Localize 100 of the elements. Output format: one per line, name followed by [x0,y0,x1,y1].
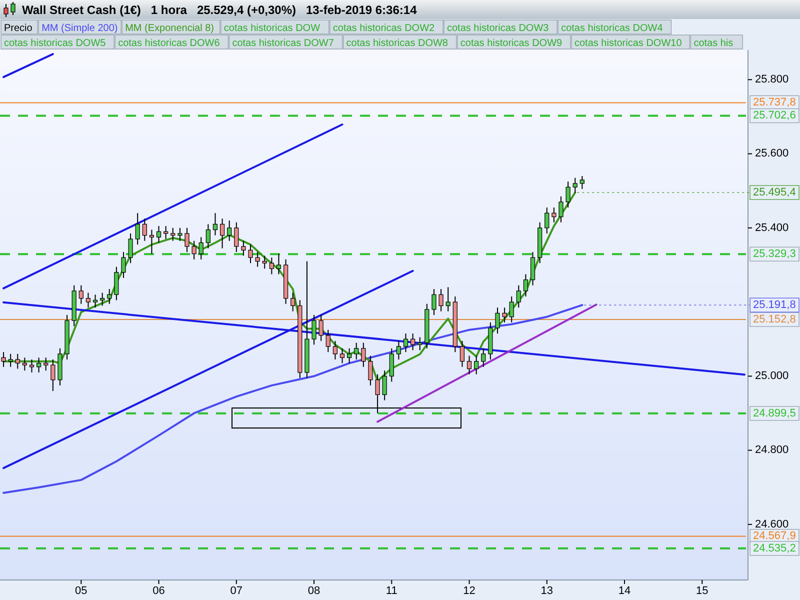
candlestick [523,274,528,297]
candlestick [156,226,162,244]
candlestick [135,212,140,246]
y-tick-label: 25.600 [755,148,789,160]
x-tick-label: 07 [230,585,243,597]
data-label: 25.495,4 [753,186,796,198]
candlestick [580,176,584,190]
y-tick-label: 25.000 [755,370,789,382]
candlestick [50,358,56,392]
y-tick-label: 24.600 [755,518,789,530]
candlestick [572,177,578,194]
candlestick [382,370,387,401]
candlestick [149,229,154,254]
x-tick-label: 14 [618,585,631,597]
candlestick [347,348,352,364]
candlestick [15,353,20,370]
candlestick [92,294,98,308]
candlestick [107,288,112,304]
candlestick [290,292,296,312]
candlestick [276,253,282,275]
candlestick [178,227,182,242]
candlestick [227,220,232,242]
candlestick [481,348,486,368]
candlestick [234,222,239,252]
candlestick [502,307,507,323]
candlestick [36,357,42,373]
candlestick [142,218,147,242]
candlestick [248,244,253,264]
candlestick [318,314,324,342]
candlestick [403,333,408,353]
candlestick [78,284,84,304]
candlestick [255,251,260,268]
candlestick [558,196,564,223]
text: cotas his [694,38,734,49]
text: cotas historicas DOW10 [574,38,682,49]
x-tick-label: 11 [386,585,398,597]
candlestick [44,357,48,372]
ref-line-label: 24.567,9 [753,530,796,542]
candlestick [170,227,176,242]
text: cotas historicas DOW2 [332,23,436,34]
candlestick [241,240,246,256]
candlestick [375,374,380,414]
chart-title: Wall Street Cash (1€) 1 hora 25.529,4 (+0,30%) 13-feb-2019 6:36:14 [22,3,418,17]
candlestick [86,292,91,308]
x-tick-label: 06 [152,585,165,597]
x-tick-label: 05 [75,585,88,597]
candlestick [530,251,536,286]
candlestick [495,307,500,334]
ref-line-label: 25.329,3 [753,248,796,260]
candlestick [312,314,316,346]
ref-line-label: 25.152,8 [753,313,796,326]
candlestick [269,257,274,275]
ref-line-label: 25.737,8 [753,96,796,109]
text: cotas historicas DOW6 [118,38,220,49]
y-tick-label: 25.400 [755,222,789,234]
candlestick [438,288,444,312]
candlestick [8,353,13,368]
candlestick [1,352,6,368]
candlestick [220,218,225,249]
candlestick [396,340,401,360]
candlestick [566,181,570,208]
candlestick [340,348,345,364]
x-tick-label: 13 [540,585,554,597]
text: cotas historicas DOW [224,23,321,34]
candlestick [164,226,168,240]
text: cotas historicas DOW5 [4,38,106,49]
candlestick [354,342,359,360]
candlestick [212,212,218,236]
candlestick [332,340,338,360]
candlestick [184,227,190,252]
candlestick [552,207,556,223]
candlestick [516,284,521,308]
candlestick [326,329,330,353]
candlestick [460,340,465,368]
candlestick [206,224,210,249]
candlestick [114,266,119,301]
candlestick [29,358,34,373]
candlestick [474,355,479,375]
text: MM (Exponencial 8) [125,23,214,34]
candlestick [368,355,373,386]
text: cotas historicas DOW4 [561,23,664,34]
candlestick [198,236,204,260]
x-tick-label: 15 [696,585,708,597]
x-tick-label: 08 [308,585,320,597]
data-label: 25.191,8 [753,298,796,311]
candlestick [544,207,550,234]
x-tick-label: 12 [463,585,476,597]
legend-label: Precio [4,23,33,34]
candlestick [466,355,472,375]
y-tick-label: 25.800 [755,74,789,86]
text: cotas historicas DOW3 [447,23,550,34]
ref-line-label: 24.899,5 [753,407,796,420]
ref-line-label: 24.535,2 [753,542,796,554]
candlestick [410,333,416,351]
candlestick [418,336,422,351]
candlestick [100,292,105,306]
candlestick [446,286,450,312]
candlestick [121,251,126,278]
candlestick [432,288,436,316]
candlestick [262,255,267,270]
